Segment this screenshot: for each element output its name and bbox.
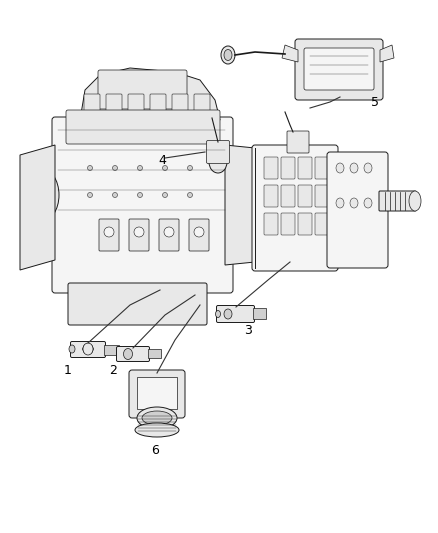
FancyBboxPatch shape bbox=[189, 219, 209, 251]
FancyBboxPatch shape bbox=[264, 157, 278, 179]
Ellipse shape bbox=[83, 344, 93, 354]
Polygon shape bbox=[380, 45, 394, 62]
Ellipse shape bbox=[113, 166, 117, 171]
Ellipse shape bbox=[21, 167, 59, 222]
FancyBboxPatch shape bbox=[252, 145, 338, 271]
FancyBboxPatch shape bbox=[295, 39, 383, 100]
Text: 6: 6 bbox=[151, 443, 159, 456]
FancyBboxPatch shape bbox=[98, 70, 187, 109]
Text: 5: 5 bbox=[371, 96, 379, 109]
FancyBboxPatch shape bbox=[129, 370, 185, 418]
FancyBboxPatch shape bbox=[159, 219, 179, 251]
Ellipse shape bbox=[83, 344, 93, 354]
FancyBboxPatch shape bbox=[106, 94, 122, 118]
FancyBboxPatch shape bbox=[216, 305, 254, 322]
Ellipse shape bbox=[124, 349, 133, 359]
FancyBboxPatch shape bbox=[71, 342, 106, 358]
Text: 3: 3 bbox=[244, 324, 252, 336]
Ellipse shape bbox=[194, 227, 204, 237]
FancyBboxPatch shape bbox=[150, 94, 166, 118]
Ellipse shape bbox=[142, 411, 172, 425]
Ellipse shape bbox=[36, 189, 44, 201]
FancyBboxPatch shape bbox=[298, 185, 312, 207]
Polygon shape bbox=[20, 145, 55, 270]
FancyBboxPatch shape bbox=[298, 157, 312, 179]
FancyBboxPatch shape bbox=[287, 131, 309, 153]
Ellipse shape bbox=[88, 166, 92, 171]
Ellipse shape bbox=[135, 423, 179, 437]
Ellipse shape bbox=[104, 227, 114, 237]
Ellipse shape bbox=[137, 407, 177, 429]
FancyBboxPatch shape bbox=[304, 48, 374, 90]
FancyBboxPatch shape bbox=[315, 213, 329, 235]
FancyBboxPatch shape bbox=[194, 94, 210, 118]
Ellipse shape bbox=[336, 198, 344, 208]
Ellipse shape bbox=[350, 163, 358, 173]
Polygon shape bbox=[225, 145, 272, 265]
Ellipse shape bbox=[162, 192, 167, 198]
FancyBboxPatch shape bbox=[99, 219, 119, 251]
FancyBboxPatch shape bbox=[129, 219, 149, 251]
FancyBboxPatch shape bbox=[103, 344, 119, 354]
Ellipse shape bbox=[113, 192, 117, 198]
Ellipse shape bbox=[83, 343, 93, 355]
FancyBboxPatch shape bbox=[264, 213, 278, 235]
Ellipse shape bbox=[409, 191, 421, 211]
FancyBboxPatch shape bbox=[379, 191, 416, 211]
Ellipse shape bbox=[364, 198, 372, 208]
FancyBboxPatch shape bbox=[264, 185, 278, 207]
FancyBboxPatch shape bbox=[84, 94, 100, 118]
FancyBboxPatch shape bbox=[281, 185, 295, 207]
Ellipse shape bbox=[350, 198, 358, 208]
Ellipse shape bbox=[83, 344, 93, 354]
FancyBboxPatch shape bbox=[298, 213, 312, 235]
FancyBboxPatch shape bbox=[68, 283, 207, 325]
Ellipse shape bbox=[138, 166, 142, 171]
Polygon shape bbox=[80, 68, 220, 120]
Ellipse shape bbox=[336, 163, 344, 173]
Ellipse shape bbox=[164, 227, 174, 237]
Ellipse shape bbox=[83, 344, 93, 354]
FancyBboxPatch shape bbox=[66, 110, 220, 144]
Text: 2: 2 bbox=[109, 364, 117, 376]
Text: 4: 4 bbox=[158, 154, 166, 166]
Ellipse shape bbox=[224, 50, 232, 61]
Ellipse shape bbox=[187, 166, 192, 171]
Ellipse shape bbox=[221, 46, 235, 64]
Ellipse shape bbox=[134, 227, 144, 237]
Ellipse shape bbox=[69, 345, 75, 353]
FancyBboxPatch shape bbox=[128, 94, 144, 118]
FancyBboxPatch shape bbox=[252, 308, 265, 319]
Ellipse shape bbox=[187, 192, 192, 198]
Polygon shape bbox=[282, 45, 298, 62]
Ellipse shape bbox=[364, 163, 372, 173]
FancyBboxPatch shape bbox=[281, 213, 295, 235]
FancyBboxPatch shape bbox=[281, 157, 295, 179]
Ellipse shape bbox=[29, 177, 51, 213]
FancyBboxPatch shape bbox=[315, 185, 329, 207]
FancyBboxPatch shape bbox=[206, 141, 230, 164]
FancyBboxPatch shape bbox=[172, 94, 188, 118]
FancyBboxPatch shape bbox=[148, 349, 160, 358]
Ellipse shape bbox=[224, 309, 232, 319]
Ellipse shape bbox=[162, 166, 167, 171]
FancyBboxPatch shape bbox=[117, 346, 149, 361]
Ellipse shape bbox=[138, 192, 142, 198]
Ellipse shape bbox=[215, 311, 220, 318]
Ellipse shape bbox=[209, 151, 227, 173]
FancyBboxPatch shape bbox=[315, 157, 329, 179]
Text: 1: 1 bbox=[64, 364, 72, 376]
Ellipse shape bbox=[88, 192, 92, 198]
FancyBboxPatch shape bbox=[327, 152, 388, 268]
FancyBboxPatch shape bbox=[52, 117, 233, 293]
FancyBboxPatch shape bbox=[137, 377, 177, 409]
